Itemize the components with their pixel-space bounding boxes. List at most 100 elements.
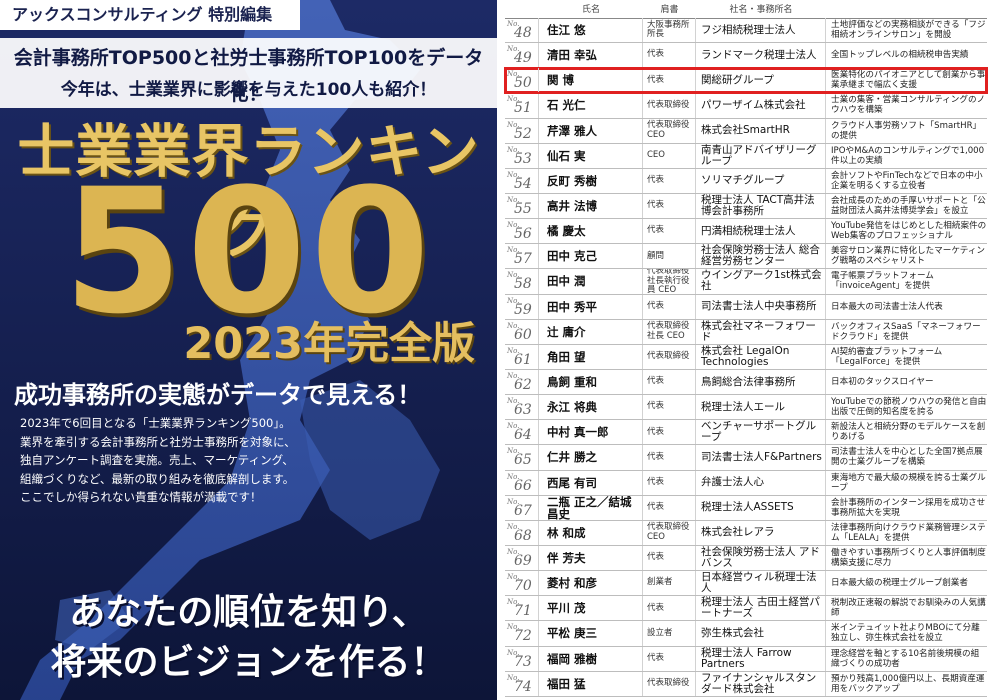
person-name: 鳥飼 重和 [539, 369, 643, 395]
person-name: 林 和成 [539, 520, 643, 545]
rank-cell: No. 65 [505, 445, 539, 470]
header-org: 社名・事務所名 [729, 5, 793, 15]
rank-prefix: No. [507, 573, 520, 582]
cover-big-number: 500 [62, 151, 435, 352]
person-name: 辻 庸介 [539, 319, 643, 344]
organization-name: 社会保険労務士法人 アドバンス [696, 545, 826, 571]
rank-prefix: No. [507, 497, 520, 506]
table-row: No. 70 菱村 和彦 創業者 日本経営ウィル税理士法人 日本最大級の税理士グループ創業… [505, 571, 987, 597]
person-title: 代表 [643, 168, 696, 193]
organization-name: 税理士法人エール [696, 395, 826, 420]
cover-slogan: あなたの順位を知り、 将来のビジョンを作る！ [0, 588, 497, 688]
cover-title: 士業業界ランキング [17, 119, 480, 265]
organization-name: 日本経営ウィル税理士法人 [696, 571, 826, 596]
achievement-description: IPOやM&Aのコンサルティングで1,000件以上の実績 [831, 145, 985, 166]
person-name: 橘 慶太 [539, 219, 643, 244]
table-row: No. 73 福岡 雅樹 代表 税理士法人 Farrow Partners 理念経営を軸と… [505, 646, 987, 672]
person-title: 創業者 [643, 571, 696, 596]
rank-cell: No. 58 [505, 269, 539, 294]
rank-cell: No. 61 [505, 344, 539, 369]
achievement-description: 会計事務所のインターン採用を成功させ事務所拡大を実現 [831, 497, 986, 518]
person-name: 反町 秀樹 [539, 168, 643, 193]
organization-name: 株式会社レアラ [696, 520, 826, 545]
person-title: 代表 [643, 545, 696, 571]
achievement-description: 新設法人と相続分野のモデルケースを創りあげる [831, 422, 986, 443]
rank-prefix: No. [507, 648, 520, 657]
rank-number: 54 [514, 175, 532, 192]
person-title: 代表 [643, 445, 696, 470]
rank-number: 51 [514, 100, 532, 117]
header-desc [826, 2, 987, 18]
table-row: No. 67 二瓶 正之／結城 昌史 代表 税理士法人ASSETS 会計事務所のインターン… [505, 495, 987, 521]
organization-name: 社会保険労務士法人 総合経営労務センター [696, 244, 826, 269]
person-title: 代表 [643, 495, 696, 520]
rank-number: 68 [514, 527, 532, 544]
rank-number: 49 [514, 50, 532, 67]
organization-name: 南青山アドバイザリーグループ [696, 143, 826, 168]
table-row: No. 51 石 光仁 代表取締役 パワーザイム株式会社 士業の集客・営業コンサルティング… [505, 93, 987, 119]
rank-cell: No. 49 [505, 43, 539, 68]
rank-cell: No. 69 [505, 545, 539, 571]
table-row: No. 65 仁井 勝之 代表 司法書士法人F&Partners 司法書士法人を中心とした… [505, 445, 987, 471]
person-name: 住江 悠 [539, 18, 643, 43]
rank-number: 48 [514, 25, 532, 41]
person-title: 代表 [643, 219, 696, 244]
rank-cell: No. 55 [505, 193, 539, 219]
organization-name: 株式会社マネーフォワード [696, 319, 826, 344]
rank-number: 71 [514, 603, 532, 620]
person-name: 清田 幸弘 [539, 43, 643, 68]
rank-prefix: No. [507, 145, 520, 154]
rank-prefix: No. [507, 472, 520, 481]
rank-prefix: No. [507, 246, 520, 255]
rank-prefix: No. [507, 296, 520, 305]
achievement-description: YouTubeでの節税ノウハウの発信と自由出版で圧倒的知名度を誇る [831, 397, 987, 418]
achievement-description: 理念経営を軸とする10名前後規模の組織づくりの成功者 [831, 648, 980, 669]
rank-prefix: No. [507, 547, 520, 556]
rank-cell: No. 56 [505, 219, 539, 244]
magazine-cover: アックスコンサルティング 特別編集 会計事務所TOP500と社労士事務所TOP1… [0, 0, 497, 700]
rank-prefix: No. [507, 598, 520, 607]
rank-cell: No. 48 [505, 18, 539, 43]
table-row-highlighted: No. 50 関 博代表 関総研グループ 医業特化のパイオニアとして創業から事業承継まで… [504, 67, 988, 95]
rank-prefix: No. [507, 70, 520, 79]
rank-cell: No. 63 [505, 395, 539, 420]
rank-prefix: No. [507, 45, 520, 54]
rank-cell: No. 54 [505, 168, 539, 193]
rank-prefix: No. [507, 522, 520, 531]
rank-prefix: No. [507, 170, 520, 179]
organization-name: ウイングアーク1st株式会社 [696, 269, 826, 294]
achievement-description: バックオフィスSaaS「マネーフォワードクラウド」を提供 [831, 321, 981, 342]
table-row: No. 74 福田 猛代表取締役 ファイナンシャルスタンダード株式会社 預かり残高1,0… [505, 671, 987, 697]
series-label: アックスコンサルティング 特別編集 [0, 0, 300, 30]
rank-number: 62 [514, 376, 532, 393]
table-row: No. 55 高井 法博 代表 税理士法人 TACT高井法博会計事務所 会社成長のための手… [505, 193, 987, 220]
table-row: No. 63 永江 将典 代表 税理士法人エール YouTubeでの節税ノウハウの発信と自… [505, 395, 987, 421]
table-row: No. 72 平松 庚三 設立者 弥生株式会社 米インテュイット社よりMBOにて分離独立し… [505, 621, 987, 647]
table-row: No. 57 田中 克己 顧問 社会保険労務士法人 総合経営労務センター 美容サロン業界に… [505, 244, 987, 270]
rank-number: 65 [514, 452, 532, 469]
person-title: 代表 [643, 294, 696, 319]
achievement-description: 税制改正速報の解説でお馴染みの人気講師 [831, 598, 986, 619]
rank-prefix: No. [507, 673, 520, 682]
rank-number: 61 [514, 351, 532, 368]
table-row: No. 59 田中 秀平 代表 司法書士法人中央事務所 日本最大の司法書士法人代表 [505, 294, 987, 320]
rank-prefix: No. [507, 20, 520, 28]
person-title: 設立者 [643, 621, 696, 646]
achievement-description: 法律事務所向けクラウド業務管理システム「LEALA」を提供 [831, 522, 986, 543]
rank-number: 74 [514, 678, 532, 695]
intro-text: 2023年で6回目となる「士業業界ランキング500」。 業界を牽引する会計事務所… [20, 414, 480, 507]
organization-name: 弥生株式会社 [696, 621, 826, 646]
person-title: 代表取締役 CEO [643, 118, 696, 143]
achievement-description: 士業の集客・営業コンサルティングのノウハウを構築 [831, 95, 986, 116]
person-name: 田中 秀平 [539, 294, 643, 319]
rank-cell: No. 70 [505, 571, 539, 596]
organization-name: ファイナンシャルスタンダード株式会社 [696, 671, 826, 696]
header-title: 肩書 [660, 5, 679, 15]
header-no [505, 2, 539, 18]
achievement-description: 日本最大級の税理士グループ創業者 [831, 578, 968, 589]
rank-prefix: No. [507, 95, 520, 104]
rank-cell: No. 59 [505, 294, 539, 319]
ranking-table-page: 氏名 肩書 社名・事務所名 No. 48 住江 悠大阪事務所 所長 フジ相続税理士法人… [497, 0, 990, 700]
table-row: No. 49 清田 幸弘 代表 ランドマーク税理士法人 全国トップレベルの相続税申告実績 [505, 43, 987, 69]
rank-prefix: No. [507, 271, 520, 280]
